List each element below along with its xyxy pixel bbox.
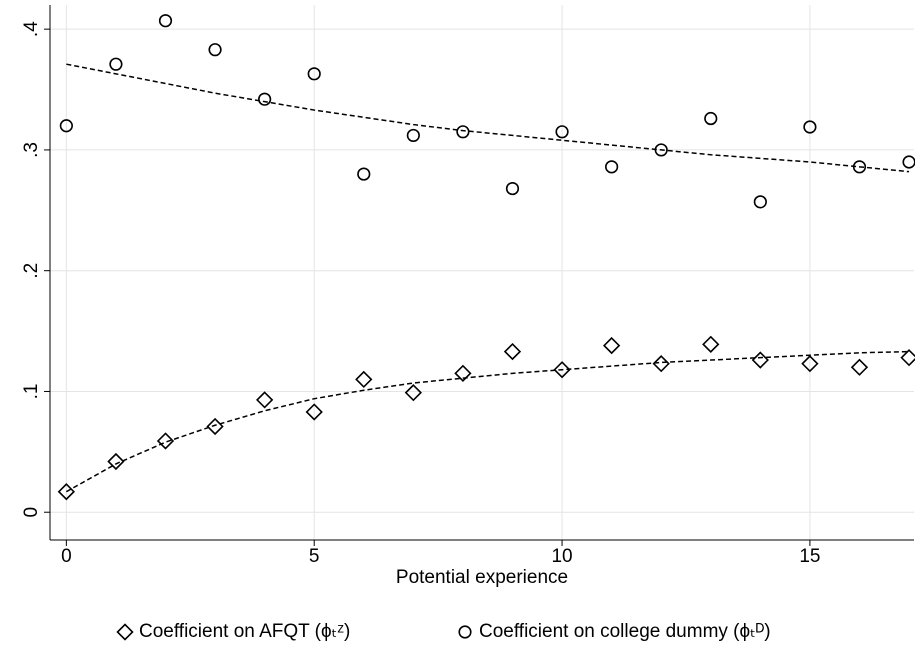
legend-label: Coefficient on AFQT (ϕₜᶻ)	[139, 621, 350, 642]
diamond-marker	[156, 432, 175, 450]
y-tick-label: .4	[21, 21, 42, 37]
diamond-marker	[850, 358, 869, 376]
diamond-marker	[503, 342, 522, 361]
circle-marker	[406, 128, 420, 143]
circle-marker	[357, 167, 371, 181]
x-axis-label: Potential experience	[396, 567, 568, 588]
circle-marker	[307, 67, 321, 81]
legend-marker	[458, 625, 472, 639]
circle-marker	[902, 155, 915, 169]
fit-line	[66, 63, 910, 173]
diamond-marker	[206, 417, 224, 436]
diamond-marker	[355, 370, 373, 389]
circle-marker	[456, 125, 470, 139]
diamond-marker	[256, 391, 274, 409]
diamond-marker	[900, 349, 915, 367]
diamond-marker	[107, 452, 125, 471]
legend-label: Coefficient on college dummy (ϕₜᴰ)	[479, 621, 771, 642]
diamond-marker	[801, 355, 819, 373]
x-tick-label: 15	[799, 546, 820, 567]
circle-marker	[555, 125, 569, 139]
x-tick-label: 5	[309, 546, 320, 567]
circle-marker	[654, 143, 668, 157]
circle-marker	[753, 195, 767, 209]
diamond-marker	[652, 355, 670, 373]
x-tick-label: 0	[61, 546, 72, 567]
legend-marker	[116, 623, 134, 641]
circle-marker	[158, 14, 173, 28]
circle-marker	[852, 160, 867, 174]
fit-line	[65, 350, 910, 493]
circle-marker	[258, 92, 272, 106]
circle-marker	[109, 57, 123, 71]
circle-marker	[605, 160, 619, 174]
diamond-marker	[305, 403, 323, 421]
x-tick-label: 10	[551, 546, 572, 567]
y-tick-label: .1	[21, 384, 42, 400]
y-tick-label: .3	[21, 142, 42, 158]
diamond-marker	[57, 483, 75, 501]
diamond-marker	[751, 351, 769, 369]
diamond-marker	[602, 336, 621, 355]
y-tick-label: .2	[21, 263, 42, 279]
circle-marker	[59, 119, 73, 133]
y-tick-label: 0	[21, 507, 42, 518]
diamond-marker	[454, 364, 472, 382]
diamond-marker	[404, 384, 422, 402]
circle-marker	[505, 181, 520, 196]
diamond-marker	[553, 361, 571, 379]
circle-marker	[704, 111, 718, 126]
circle-marker	[208, 43, 222, 57]
circle-marker	[803, 120, 817, 134]
diamond-marker	[702, 335, 720, 353]
